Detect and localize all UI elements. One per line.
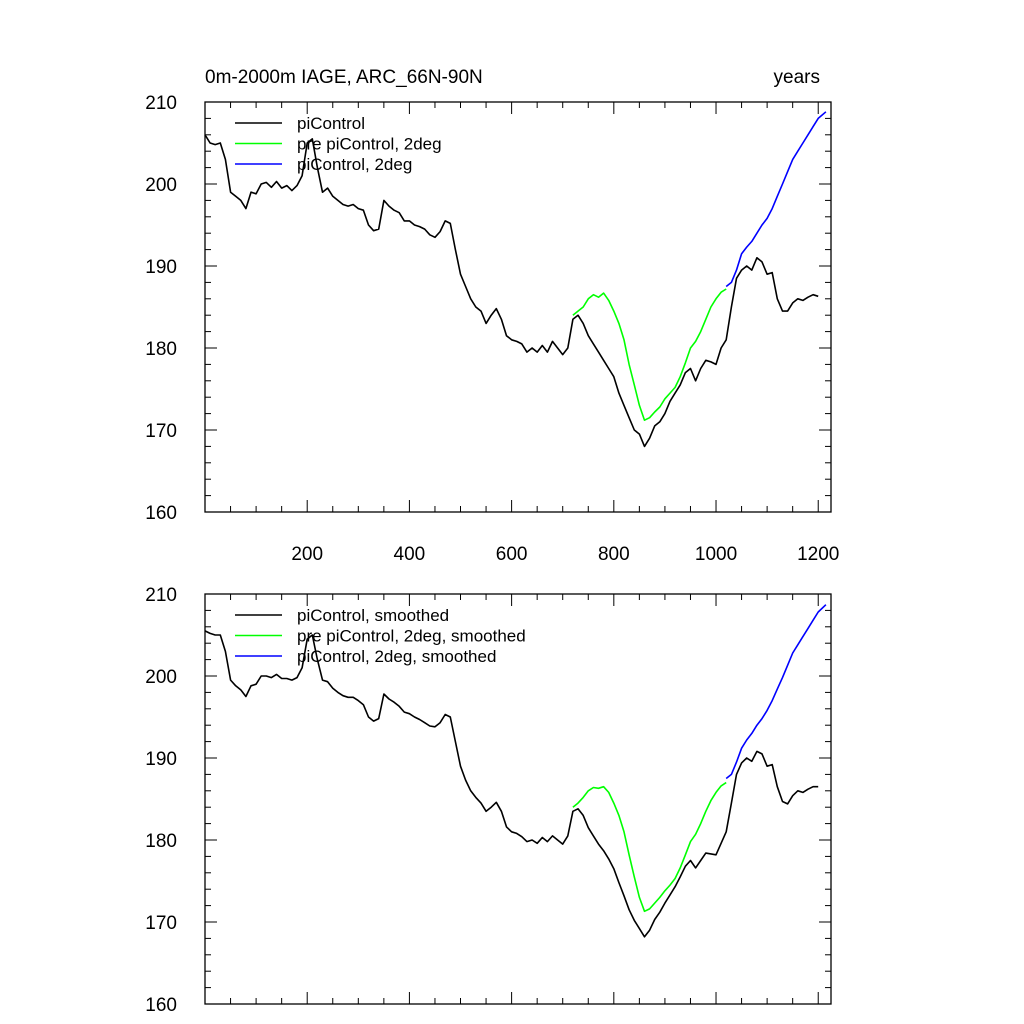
y-tick-label: 210: [145, 585, 177, 606]
series-line-1: [204, 134, 819, 448]
x-tick-label: 800: [598, 544, 630, 565]
x-tick-label: 1000: [695, 544, 737, 565]
y-tick-label: 200: [145, 175, 177, 196]
y-tick-label: 170: [145, 421, 177, 442]
x-tick-label: 400: [394, 544, 426, 565]
legend-label-3: piControl, 2deg: [297, 155, 412, 174]
series-line-2: [572, 288, 727, 421]
y-tick-label: 200: [145, 667, 177, 688]
legend-label-2: pre piControl, 2deg: [297, 135, 442, 154]
chart-units-label: years: [774, 67, 820, 88]
x-tick-label: 200: [291, 544, 323, 565]
series-line-1: [204, 630, 819, 938]
bottom-panel: 160 170 180 190 200 210 piControl, smoothed pre…: [145, 585, 832, 1016]
plot-frame: [204, 101, 832, 513]
plot-frame: [204, 593, 832, 1005]
series-line-2: [572, 781, 727, 913]
y-tick-label: 190: [145, 257, 177, 278]
legend-label-1: piControl, smoothed: [297, 606, 449, 625]
top-panel: 160 170 180 190 200 210 200 400 600 800 1000 1200 pi…: [145, 93, 839, 565]
legend-label-2: pre piControl, 2deg, smoothed: [297, 627, 526, 646]
y-tick-label: 180: [145, 339, 177, 360]
y-tick-label: 160: [145, 995, 177, 1016]
y-tick-label: 210: [145, 93, 177, 114]
y-tick-label: 180: [145, 831, 177, 852]
series-line-3: [725, 604, 827, 780]
y-tick-label: 160: [145, 503, 177, 524]
chart-title: 0m-2000m IAGE, ARC_66N-90N: [205, 67, 483, 88]
y-tick-label: 170: [145, 913, 177, 934]
y-tick-label: 190: [145, 749, 177, 770]
legend-label-1: piControl: [297, 114, 365, 133]
x-tick-label: 600: [496, 544, 528, 565]
legend-label-3: piControl, 2deg, smoothed: [297, 647, 496, 666]
x-tick-label: 1200: [797, 544, 839, 565]
series-line-3: [725, 111, 827, 288]
